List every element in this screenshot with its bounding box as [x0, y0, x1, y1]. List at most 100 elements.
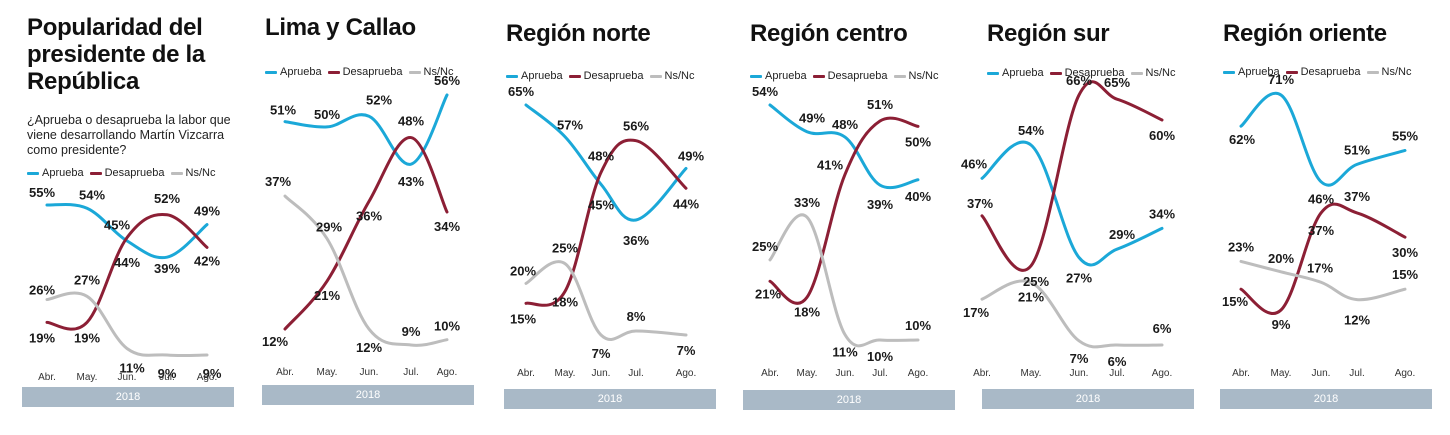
legend-label: Desaprueba [827, 70, 888, 82]
data-label-desaprueba: 37% [1344, 189, 1370, 204]
data-label-nsnc: 29% [316, 220, 342, 235]
data-label-aprueba: 49% [678, 148, 704, 163]
x-tick-label: Ago. [676, 368, 697, 379]
data-label-desaprueba: 18% [794, 304, 820, 319]
data-label-nsnc: 9% [402, 324, 421, 339]
legend: Aprueba Desaprueba Ns/Nc [506, 70, 700, 82]
x-tick-label: Jul. [872, 368, 888, 379]
data-label-aprueba: 34% [1149, 206, 1175, 221]
data-label-aprueba: 29% [1109, 227, 1135, 242]
x-tick-label: Jul. [628, 368, 644, 379]
x-tick-label: Abr. [973, 368, 991, 379]
legend-label: Desaprueba [104, 167, 165, 179]
data-label-desaprueba: 21% [314, 288, 340, 303]
x-tick-label: Jun. [836, 368, 855, 379]
series-line-aprueba [45, 202, 209, 260]
legend-swatch [506, 74, 518, 78]
data-label-nsnc: 10% [905, 318, 931, 333]
x-tick-label: Abr. [38, 372, 56, 383]
legend-swatch [750, 74, 762, 78]
data-label-aprueba: 56% [434, 73, 460, 88]
legend-aprueba: Aprueba [750, 70, 807, 82]
data-label-aprueba: 45% [588, 197, 614, 212]
data-label-desaprueba: 51% [867, 97, 893, 112]
legend-label: Desaprueba [342, 66, 403, 78]
data-label-desaprueba: 12% [262, 334, 288, 349]
panel-title: Región centro [750, 20, 908, 47]
data-label-desaprueba: 66% [1066, 73, 1092, 88]
legend-swatch [987, 71, 999, 75]
series-line-desaprueba [283, 136, 449, 331]
panel-title: Región norte [506, 20, 651, 47]
data-label-nsnc: 17% [1307, 260, 1333, 275]
data-label-nsnc: 25% [752, 239, 778, 254]
data-label-desaprueba: 19% [29, 330, 55, 345]
legend-desaprueba: Desaprueba [1049, 67, 1125, 79]
data-label-nsnc: 20% [510, 263, 536, 278]
panel-region-sur: Región sur Aprueba Desaprueba Ns/Nc 46% 5… [961, 0, 1197, 435]
legend-label: Desaprueba [1064, 67, 1125, 79]
series-line-nsnc [45, 291, 209, 358]
question-text: ¿Aprueba o desaprueba la labor que viene… [27, 113, 231, 157]
legend-desaprueba: Desaprueba [89, 167, 165, 179]
x-tick-label: Abr. [761, 368, 779, 379]
x-tick-label: May. [555, 368, 576, 379]
legend-desaprueba: Desaprueba [568, 70, 644, 82]
legend-swatch [568, 74, 581, 78]
data-label-nsnc: 37% [265, 174, 291, 189]
x-tick-label: May. [317, 367, 338, 378]
legend-desaprueba: Desaprueba [1285, 66, 1361, 78]
data-label-aprueba: 43% [398, 174, 424, 189]
legend-label: Ns/Nc [423, 66, 454, 78]
legend-desaprueba: Desaprueba [327, 66, 403, 78]
legend-aprueba: Aprueba [987, 67, 1044, 79]
data-label-nsnc: 9% [203, 366, 222, 381]
data-label-aprueba: 39% [154, 261, 180, 276]
x-tick-label: Ago. [908, 368, 929, 379]
data-label-aprueba: 55% [29, 185, 55, 200]
data-label-nsnc: 10% [867, 349, 893, 364]
legend-label: Aprueba [42, 167, 84, 179]
panel-title: Lima y Callao [265, 14, 416, 41]
legend-aprueba: Aprueba [265, 66, 322, 78]
x-tick-label: Ago. [197, 372, 218, 383]
year-bar: 2018 [22, 387, 234, 407]
series-line-nsnc [524, 260, 688, 341]
x-tick-label: Jun. [1312, 368, 1331, 379]
legend: Aprueba Desaprueba Ns/Nc [750, 70, 944, 82]
data-label-nsnc: 23% [1228, 239, 1254, 254]
legend-swatch [89, 171, 102, 175]
x-tick-label: May. [1271, 368, 1292, 379]
data-label-desaprueba: 56% [623, 119, 649, 134]
data-label-desaprueba: 44% [673, 196, 699, 211]
series-line-nsnc [980, 279, 1164, 349]
series-line-aprueba [1239, 91, 1407, 187]
legend-swatch [812, 74, 825, 78]
data-label-aprueba: 51% [1344, 142, 1370, 157]
data-label-nsnc: 20% [1268, 251, 1294, 266]
data-label-desaprueba: 25% [1023, 274, 1049, 289]
series-line-aprueba [768, 103, 920, 190]
data-label-aprueba: 39% [867, 197, 893, 212]
panel-title: Región sur [987, 20, 1110, 47]
legend-label: Desaprueba [583, 70, 644, 82]
line-chart: 65% 57% 45% 36% 49% 15% 18% 48% 56% 44% 20% 25% 7% 8%… [508, 84, 704, 379]
series-line-desaprueba [768, 116, 920, 305]
legend-swatch [893, 74, 906, 78]
data-label-nsnc: 11% [119, 360, 145, 375]
legend-swatch [1366, 70, 1379, 74]
panel-title: Región oriente [1223, 20, 1387, 47]
legend-swatch [265, 70, 277, 74]
legend-nsnc: Ns/Nc [1366, 66, 1411, 78]
data-label-nsnc: 15% [1392, 267, 1418, 282]
data-label-aprueba: 46% [1308, 192, 1334, 207]
data-label-aprueba: 46% [961, 156, 987, 171]
legend-label: Aprueba [1002, 67, 1044, 79]
legend: Aprueba Desaprueba Ns/Nc [27, 167, 221, 179]
x-tick-label: Ago. [1152, 368, 1173, 379]
x-tick-label: May. [1021, 368, 1042, 379]
x-tick-label: Ago. [437, 367, 458, 378]
data-label-nsnc: 12% [1344, 313, 1370, 328]
data-label-desaprueba: 15% [510, 311, 536, 326]
x-tick-label: Ago. [1395, 368, 1416, 379]
